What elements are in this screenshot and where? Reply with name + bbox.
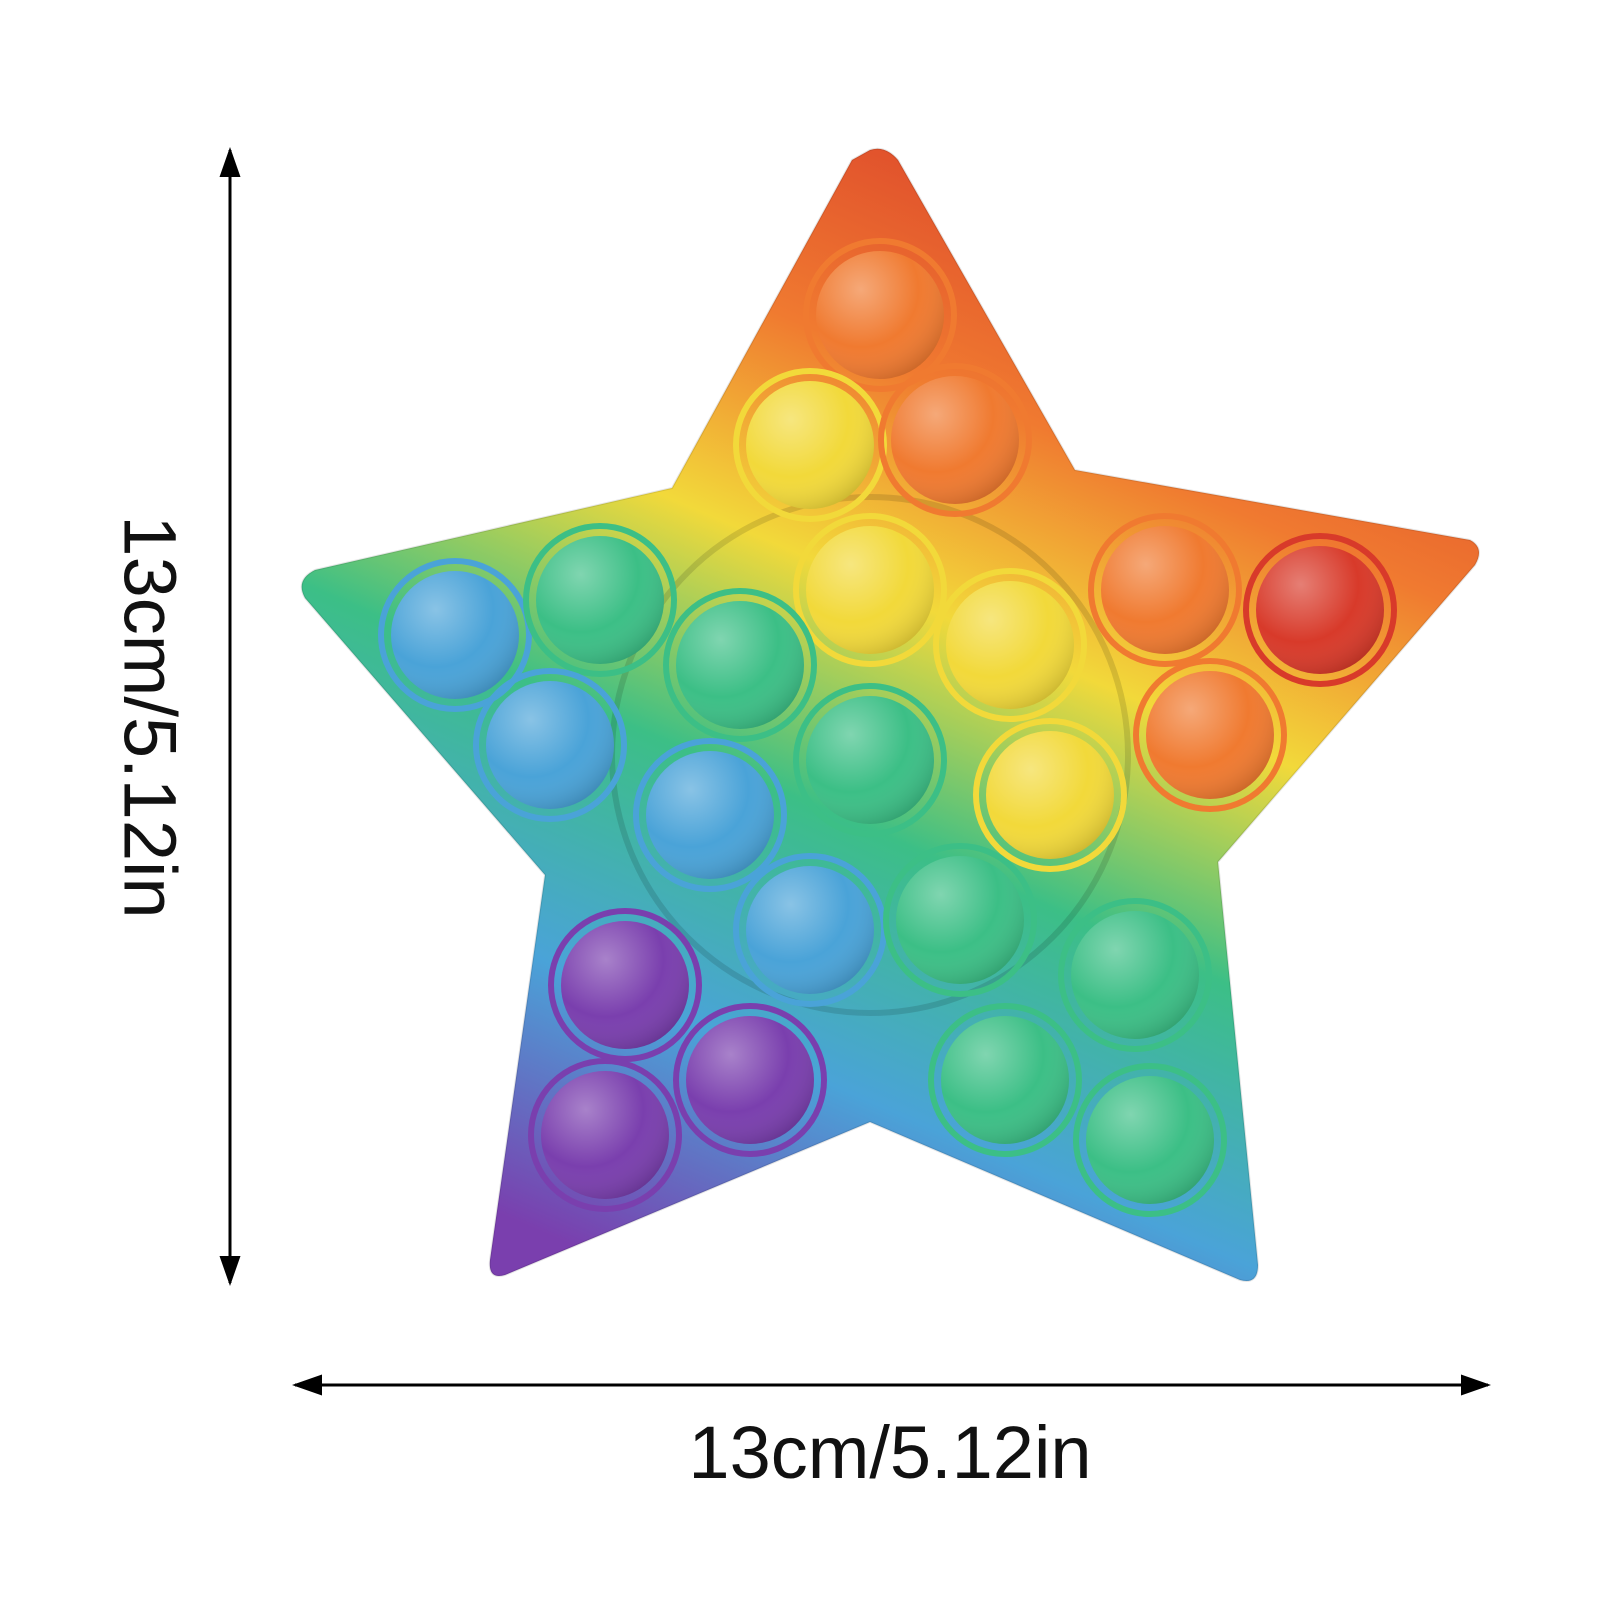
bubble-shine — [391, 571, 519, 699]
bubble-ring — [473, 668, 627, 822]
bubble-shine — [946, 581, 1074, 709]
bubble-shine — [746, 866, 874, 994]
bubble-shine — [686, 1016, 814, 1144]
bubble-shine — [561, 921, 689, 1049]
bubble-shine — [746, 381, 874, 509]
bubble-shine — [896, 856, 1024, 984]
bubble-shine — [941, 1016, 1069, 1144]
bubble-ring — [973, 718, 1127, 872]
bubble-shine — [891, 376, 1019, 504]
bubble-ring — [1073, 1063, 1227, 1217]
star-toy — [300, 147, 1480, 1282]
bubble-shine — [1146, 671, 1274, 799]
bubble-shine — [646, 751, 774, 879]
bubble-ring — [1243, 533, 1397, 687]
bubble-ring — [803, 238, 957, 392]
bubble-shine — [1071, 911, 1199, 1039]
bubble-shine — [676, 601, 804, 729]
bubble-ring — [548, 908, 702, 1062]
bubble-ring — [878, 363, 1032, 517]
bubble-ring — [528, 1058, 682, 1212]
bubble-ring — [633, 738, 787, 892]
width-label: 13cm/5.12in — [688, 1411, 1092, 1494]
bubble-ring — [883, 843, 1037, 997]
bubble-ring — [1058, 898, 1212, 1052]
height-label: 13cm/5.12in — [108, 515, 192, 919]
bubble-shine — [486, 681, 614, 809]
bubble-shine — [536, 536, 664, 664]
bubble-ring — [1088, 513, 1242, 667]
bubble-shine — [816, 251, 944, 379]
bubble-shine — [986, 731, 1114, 859]
bubble-ring — [663, 588, 817, 742]
bubble-ring — [1133, 658, 1287, 812]
bubble-shine — [806, 696, 934, 824]
bubble-ring — [378, 558, 532, 712]
bubble-ring — [793, 513, 947, 667]
bubble-ring — [928, 1003, 1082, 1157]
bubble-shine — [1086, 1076, 1214, 1204]
bubble-ring — [523, 523, 677, 677]
bubble-ring — [933, 568, 1087, 722]
bubble-ring — [673, 1003, 827, 1157]
bubble-shine — [806, 526, 934, 654]
bubble-group — [378, 238, 1397, 1217]
bubble-shine — [1256, 546, 1384, 674]
bubble-ring — [793, 683, 947, 837]
bubble-shine — [1101, 526, 1229, 654]
bubble-shine — [541, 1071, 669, 1199]
